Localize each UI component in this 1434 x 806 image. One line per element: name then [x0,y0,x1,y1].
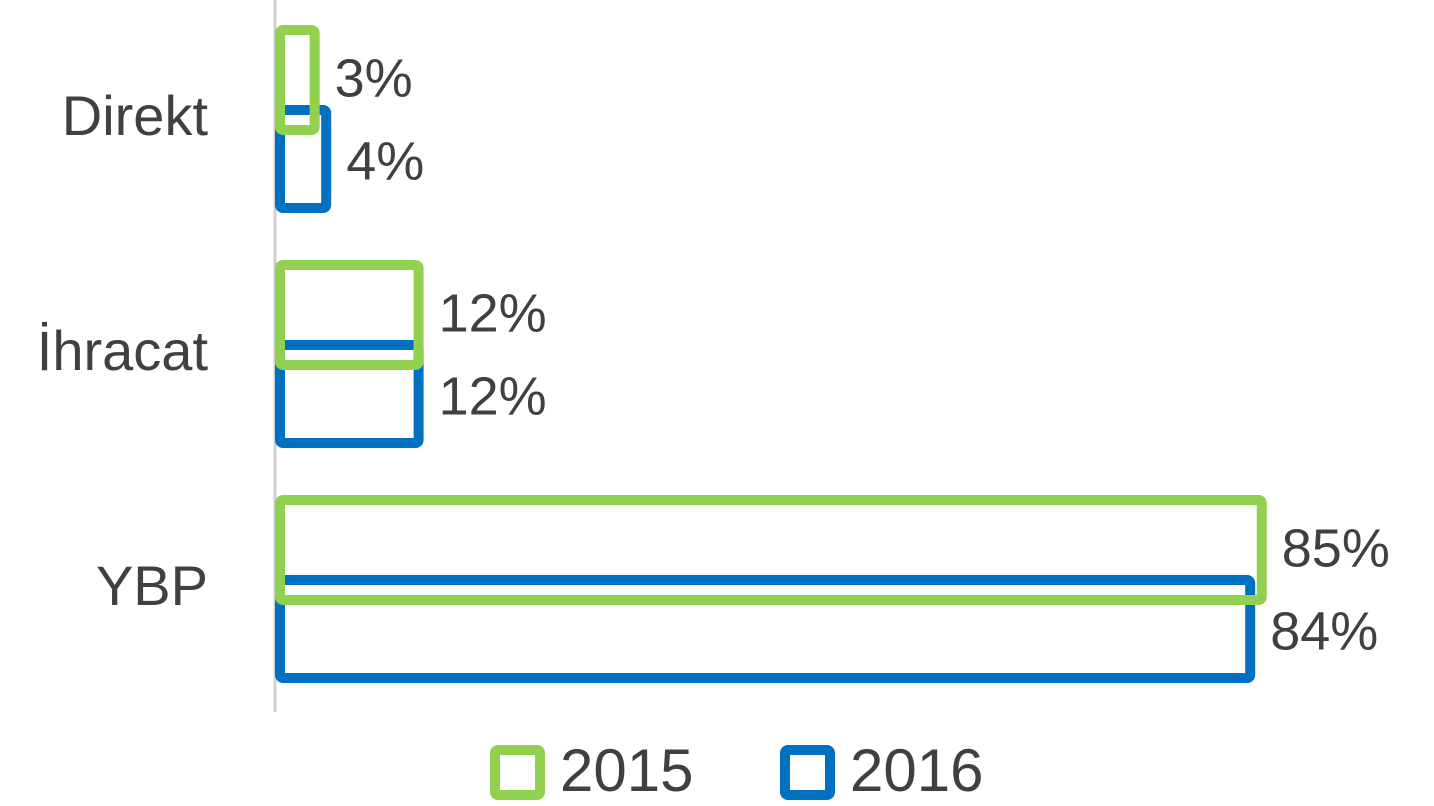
bar [275,495,1267,605]
legend-label: 2015 [560,737,693,804]
bar [275,340,424,448]
legend-swatch [780,745,835,800]
value-label: 12% [439,366,547,426]
legend-label: 2016 [850,737,983,804]
category-label: YBP [96,554,208,617]
bar [275,25,320,135]
bar [275,260,424,370]
value-label: 3% [335,48,413,108]
value-label: 85% [1282,518,1390,578]
bar [275,575,1256,683]
category-label: Direkt [62,84,209,147]
legend-swatch [490,745,545,800]
value-label: 84% [1270,601,1378,661]
category-label: İhracat [37,319,209,382]
value-label: 12% [439,283,547,343]
bar [275,105,332,213]
value-label: 4% [346,131,424,191]
